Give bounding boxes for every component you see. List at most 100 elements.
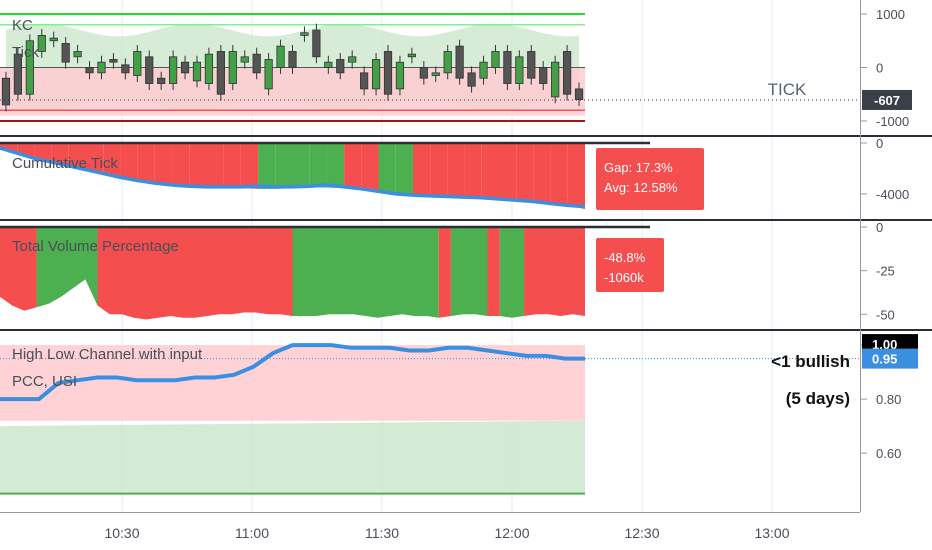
- candle-body: [25, 40, 34, 95]
- candle-body: [192, 61, 202, 82]
- candle-body: [252, 53, 261, 74]
- cum-tick-area: [258, 143, 276, 189]
- text-labels: KC Tick Cumulative Tick Gap: 17.3% Avg: 12.5…: [12, 17, 850, 408]
- time-tick-label: 11:00: [235, 525, 269, 541]
- symbol-watermark: TICK: [768, 80, 807, 99]
- candle-body: [503, 51, 512, 84]
- pane1-title: KC: [12, 17, 33, 34]
- candle-body: [491, 51, 500, 68]
- price-tick-label: 0.80: [876, 392, 901, 407]
- candle-body: [455, 45, 464, 79]
- volume-callout: [596, 238, 664, 292]
- candle-body: [61, 43, 70, 63]
- candle-body: [169, 56, 178, 84]
- volume-k-text: -1060k: [604, 270, 644, 285]
- negative-zone: [0, 67, 585, 116]
- chart-marks: [0, 13, 861, 495]
- candle-body: [551, 61, 560, 98]
- cum-tick-area: [137, 143, 155, 184]
- candle-body: [574, 88, 584, 100]
- candle-body: [133, 51, 142, 76]
- cum-tick-area: [120, 143, 138, 181]
- volume-area-segment: [97, 227, 293, 320]
- volume-area-segment: [524, 227, 585, 317]
- candle-body: [431, 72, 440, 76]
- cum-tick-area: [309, 143, 327, 188]
- cum-tick-area: [103, 143, 121, 178]
- cum-tick-avg-line: [0, 146, 586, 209]
- time-tick-label: 10:30: [104, 525, 139, 541]
- candle-body: [97, 61, 106, 74]
- time-tick-label: 11:30: [365, 525, 399, 541]
- candle-body: [145, 56, 154, 84]
- candle-body: [1, 77, 11, 106]
- cum-tick-area: [498, 143, 517, 201]
- cum-tick-area: [430, 143, 448, 197]
- hlc-line: [0, 343, 585, 402]
- cum-tick-area: [189, 143, 207, 187]
- avg-text: Avg: 12.58%: [604, 180, 678, 195]
- time-tick-label: 12:30: [624, 525, 659, 541]
- candle-body: [276, 45, 285, 68]
- cum-tick-area: [326, 143, 345, 189]
- price-tick-label: -50: [876, 307, 895, 322]
- price-tick-label: -1000: [876, 114, 909, 129]
- cum-tick-area: [464, 143, 482, 198]
- candle-body: [360, 72, 369, 90]
- candle-body: [204, 53, 214, 84]
- candle-body: [383, 51, 393, 95]
- candle-body: [515, 56, 524, 84]
- cum-tick-area: [567, 143, 585, 210]
- candle-body: [395, 61, 405, 90]
- volume-area-segment: [487, 227, 500, 317]
- cum-tick-area: [361, 143, 379, 192]
- pane4-subtitle: PCC, USI: [12, 373, 77, 390]
- candle-body: [539, 67, 548, 84]
- volume-pct-text: -48.8%: [604, 250, 646, 265]
- last-value-badge: [862, 348, 918, 369]
- last-value-text: 0.95: [872, 352, 897, 367]
- cum-tick-area: [206, 143, 224, 187]
- top-value-text: 1.00: [872, 337, 897, 352]
- pane1-subtitle: Tick: [12, 44, 39, 61]
- volume-area-segment: [292, 227, 439, 318]
- axes: 10:30 11:00 11:30 12:00 12:30 13:00 1000 0 -1000…: [104, 7, 918, 541]
- candle-body: [371, 59, 381, 90]
- pane4-title: High Low Channel with input: [12, 346, 203, 363]
- pane2-title: Cumulative Tick: [12, 155, 118, 172]
- candle-body: [228, 51, 237, 84]
- time-tick-label: 13:00: [754, 525, 789, 541]
- price-tick-label: -4000: [876, 187, 909, 202]
- price-tick-label: 1000: [876, 7, 905, 22]
- time-tick-label: 12:00: [494, 525, 529, 541]
- bearish-zone: [0, 345, 585, 421]
- bullish-annotation: <1 bullish: [771, 352, 850, 371]
- cum-tick-area: [533, 143, 551, 204]
- candle-body: [13, 53, 23, 95]
- candle-body: [348, 56, 357, 63]
- candle-body: [407, 53, 416, 58]
- cum-tick-area: [292, 143, 310, 189]
- candle-body: [216, 51, 225, 95]
- candle-body: [264, 59, 273, 90]
- cum-tick-area: [275, 143, 293, 189]
- candle-body: [312, 29, 321, 58]
- volume-area-segment: [450, 227, 488, 317]
- candle-body: [336, 59, 345, 74]
- candle-body: [121, 64, 130, 74]
- cum-tick-area: [516, 143, 534, 202]
- cum-tick-area: [344, 143, 362, 189]
- pane3-title: Total Volume Percentage: [12, 238, 179, 255]
- candle-body: [180, 61, 190, 74]
- cum-tick-area: [51, 143, 69, 166]
- cum-tick-area: [172, 143, 190, 187]
- candle-body: [562, 51, 572, 95]
- last-value-text: -607: [874, 93, 900, 108]
- cum-tick-area: [395, 143, 413, 196]
- candle-body: [288, 51, 297, 68]
- volume-area-segment: [499, 227, 525, 318]
- cum-tick-area: [223, 143, 241, 189]
- candle-body: [73, 51, 82, 58]
- gap-callout: [596, 148, 704, 210]
